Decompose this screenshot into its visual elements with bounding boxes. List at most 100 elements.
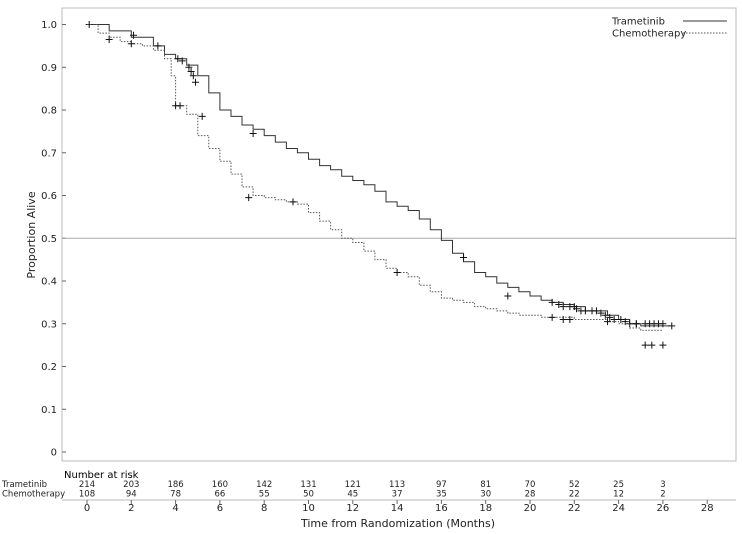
- risk-count: 121: [345, 480, 361, 490]
- risk-row-label: Trametinib: [1, 480, 47, 490]
- series-line-chemotherapy: [87, 24, 663, 331]
- censor-mark-trametinib: [581, 307, 589, 315]
- series-group: [85, 21, 676, 349]
- risk-count: 214: [79, 480, 95, 490]
- censor-mark-trametinib: [601, 311, 609, 319]
- y-tick-label: 0.2: [41, 362, 57, 373]
- risk-count: 55: [259, 490, 270, 500]
- censor-mark-trametinib: [606, 313, 614, 321]
- y-tick-label: 0: [51, 448, 57, 459]
- censor-mark-trametinib: [610, 315, 618, 323]
- x-tick-label: 22: [568, 503, 581, 514]
- censor-mark-trametinib: [178, 57, 186, 65]
- risk-count: 97: [436, 480, 447, 490]
- censor-mark-chemotherapy: [604, 318, 612, 326]
- y-tick-label: 0.9: [41, 63, 57, 74]
- censor-mark-trametinib: [617, 315, 625, 323]
- censor-mark-chemotherapy: [289, 198, 297, 206]
- x-tick-label: 28: [701, 503, 714, 514]
- censor-mark-chemotherapy: [559, 315, 567, 323]
- censor-mark-chemotherapy: [566, 315, 574, 323]
- risk-count: 70: [525, 480, 536, 490]
- axes: 0 0.1 0.2 0.3 0.4 0.5 0.6 0.7 0.8 0.9 1.0: [41, 20, 66, 459]
- censor-mark-trametinib: [185, 63, 193, 71]
- x-tick-label: 12: [346, 503, 359, 514]
- censor-mark-trametinib: [189, 72, 197, 80]
- x-tick-label: 8: [261, 503, 267, 514]
- censor-mark-trametinib: [559, 303, 567, 311]
- y-tick-label: 0.4: [41, 277, 57, 288]
- censor-mark-trametinib: [504, 292, 512, 300]
- censor-mark-trametinib: [668, 322, 676, 330]
- censor-mark-trametinib: [659, 320, 667, 328]
- censor-mark-chemotherapy: [105, 35, 113, 43]
- risk-count: 160: [212, 480, 228, 490]
- risk-count: 35: [436, 490, 447, 500]
- censor-mark-trametinib: [130, 31, 138, 39]
- risk-row-label: Chemotherapy: [2, 490, 65, 500]
- risk-count: 12: [613, 490, 624, 500]
- risk-count: 37: [392, 490, 403, 500]
- censor-mark-chemotherapy: [393, 268, 401, 276]
- risk-count: 66: [214, 490, 225, 500]
- risk-count: 142: [256, 480, 272, 490]
- risk-count: 52: [569, 480, 580, 490]
- risk-count: 78: [170, 490, 181, 500]
- legend-label: Chemotherapy: [612, 29, 686, 40]
- x-tick-label: 20: [524, 503, 537, 514]
- censor-mark-chemotherapy: [632, 320, 640, 328]
- legend-label: Trametinib: [611, 17, 665, 28]
- censor-mark-trametinib: [573, 305, 581, 313]
- x-tick-label: 0: [84, 503, 90, 514]
- risk-count: 22: [569, 490, 580, 500]
- y-tick-label: 0.8: [41, 106, 57, 117]
- x-tick-label: 4: [172, 503, 178, 514]
- y-tick-label: 0.5: [41, 234, 57, 245]
- censor-mark-trametinib: [187, 68, 195, 76]
- risk-count: 131: [300, 480, 316, 490]
- risk-count: 81: [480, 480, 491, 490]
- censor-mark-chemotherapy: [245, 194, 253, 202]
- y-tick-label: 0.3: [41, 319, 57, 330]
- x-tick-label: 2: [128, 503, 134, 514]
- x-tick-label: 26: [657, 503, 670, 514]
- censor-mark-trametinib: [555, 301, 563, 309]
- risk-count: 3: [660, 480, 665, 490]
- censor-mark-trametinib: [460, 253, 468, 261]
- censor-mark-trametinib: [85, 21, 93, 28]
- number-at-risk-table: Number at risk Trametinib 214 203 186 160 142…: [1, 470, 666, 500]
- censor-mark-chemotherapy: [659, 341, 667, 349]
- plot-frame: [61, 7, 737, 462]
- risk-count: 50: [303, 490, 314, 500]
- x-tick-label: 16: [435, 503, 448, 514]
- censor-mark-trametinib: [548, 298, 556, 306]
- censor-mark-trametinib: [249, 130, 257, 138]
- x-axis-label: Time from Randomization (Months): [300, 517, 495, 530]
- y-tick-label: 0.1: [41, 405, 57, 416]
- risk-count: 30: [480, 490, 491, 500]
- x-tick-label: 10: [302, 503, 315, 514]
- censor-mark-trametinib: [592, 307, 600, 315]
- censor-mark-chemotherapy: [127, 40, 135, 48]
- censor-mark-chemotherapy: [641, 341, 649, 349]
- censor-mark-chemotherapy: [198, 112, 206, 120]
- censor-mark-trametinib: [597, 309, 605, 317]
- x-tick-label: 14: [391, 503, 404, 514]
- censor-mark-chemotherapy: [648, 341, 656, 349]
- x-axis: 0 2 4 6 8 10 12 14 16 18 20 22 24 26 28: [62, 499, 736, 514]
- censor-mark-chemotherapy: [548, 313, 556, 321]
- number-at-risk-heading: Number at risk: [64, 470, 139, 481]
- risk-count: 203: [123, 480, 139, 490]
- x-tick-label: 18: [479, 503, 492, 514]
- risk-count: 113: [389, 480, 405, 490]
- risk-count: 25: [613, 480, 624, 490]
- censor-mark-trametinib: [192, 78, 200, 86]
- censor-mark-trametinib: [154, 42, 162, 50]
- y-tick-label: 1.0: [41, 20, 57, 31]
- risk-count: 186: [167, 480, 183, 490]
- y-tick-label: 0.7: [41, 148, 57, 159]
- x-tick-label: 6: [217, 503, 223, 514]
- risk-count: 45: [347, 490, 358, 500]
